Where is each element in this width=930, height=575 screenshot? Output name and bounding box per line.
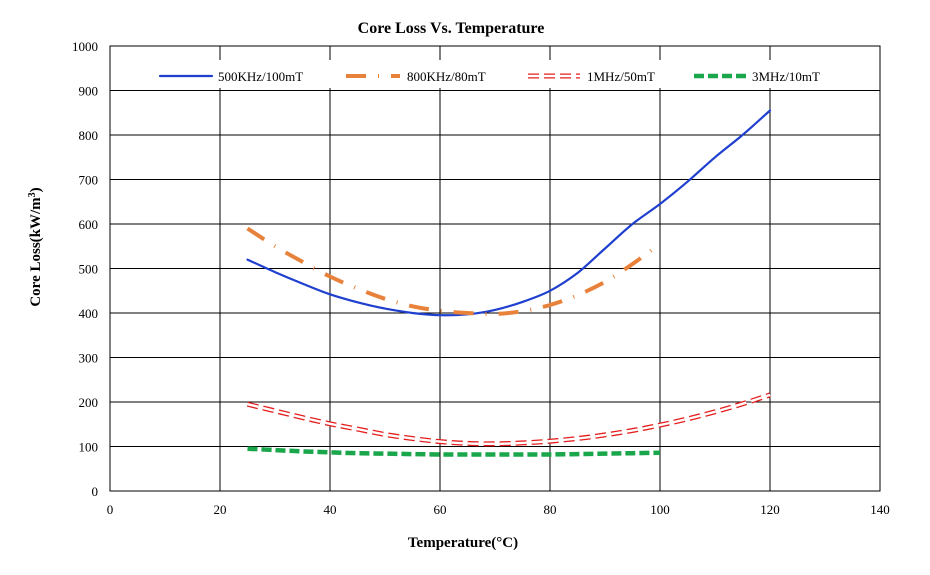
y-tick-label: 600 — [79, 217, 99, 232]
y-axis-title-superscript: 3 — [27, 192, 38, 197]
y-tick-label: 900 — [79, 84, 99, 99]
y-tick-label: 300 — [79, 351, 99, 366]
legend-label: 800KHz/80mT — [407, 69, 486, 84]
legend: 500KHz/100mT 800KHz/80mT 1MHz/50mT 3MHz/10m… — [158, 69, 820, 84]
y-axis-title-close: ) — [28, 187, 44, 192]
series-line-2 — [246, 226, 662, 316]
y-axis-title: Core Loss(kW/m3) — [27, 187, 45, 306]
x-tick-label: 20 — [214, 502, 227, 517]
x-axis-ticks: 0 20 40 60 80 100 120 140 — [107, 502, 890, 517]
series-line-3-inner — [247, 393, 771, 446]
legend-background — [150, 60, 850, 88]
legend-label: 500KHz/100mT — [218, 69, 303, 84]
series-line-4 — [247, 446, 661, 457]
chart-title: Core Loss Vs. Temperature — [358, 20, 545, 37]
series-layer — [246, 109, 772, 457]
x-tick-label: 140 — [870, 502, 890, 517]
y-tick-label: 500 — [79, 262, 99, 277]
y-tick-label: 800 — [79, 128, 99, 143]
x-tick-label: 0 — [107, 502, 114, 517]
plot-area-border — [109, 45, 881, 492]
x-tick-label: 40 — [324, 502, 337, 517]
y-tick-label: 0 — [92, 484, 99, 499]
y-tick-label: 100 — [79, 440, 99, 455]
y-tick-label: 1000 — [72, 39, 98, 54]
y-tick-label: 700 — [79, 173, 99, 188]
x-tick-label: 80 — [544, 502, 557, 517]
y-axis-ticks: 0 100 200 300 400 500 600 700 800 900 1000 — [72, 39, 98, 499]
legend-label: 3MHz/10mT — [752, 69, 820, 84]
y-axis-title-main: Core Loss(kW/m — [28, 197, 44, 307]
y-tick-label: 400 — [79, 306, 99, 321]
grid — [109, 45, 881, 492]
x-axis-title: Temperature(°C) — [408, 535, 518, 551]
x-tick-label: 60 — [434, 502, 447, 517]
x-tick-label: 100 — [650, 502, 670, 517]
x-tick-label: 120 — [760, 502, 780, 517]
legend-label: 1MHz/50mT — [587, 69, 655, 84]
series-line-1 — [246, 109, 772, 317]
y-tick-label: 200 — [79, 395, 99, 410]
